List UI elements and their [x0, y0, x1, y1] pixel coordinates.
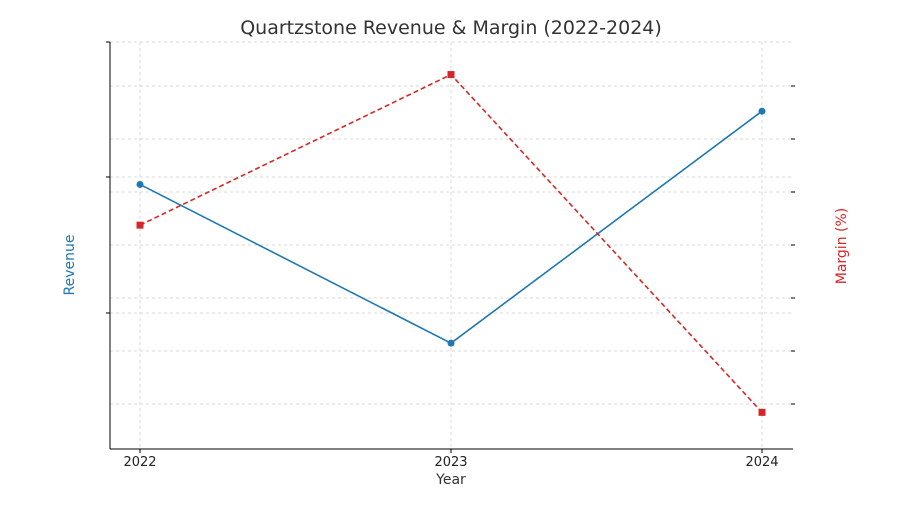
revenue-point — [136, 180, 144, 188]
y-axis-label-left: Revenue — [62, 235, 78, 296]
revenue-point — [447, 339, 455, 347]
right-axis-ticks — [791, 85, 795, 405]
x-tick-label: 2022 — [123, 455, 156, 470]
grid — [110, 41, 793, 449]
margin-point — [447, 71, 455, 79]
revenue-series — [136, 107, 766, 347]
x-axis-label: Year — [435, 472, 466, 488]
margin-point — [758, 408, 766, 416]
margin-series — [136, 71, 766, 416]
x-axis-ticks: 2022 2023 2024 — [123, 449, 779, 470]
y-axis-label-right: Margin (%) — [834, 208, 850, 285]
series-layer — [136, 71, 766, 416]
chart-title: Quartzstone Revenue & Margin (2022-2024) — [240, 17, 662, 39]
left-axis-ticks — [106, 41, 110, 314]
margin-point — [136, 221, 144, 229]
x-tick-label: 2023 — [434, 455, 467, 470]
revenue-point — [758, 107, 766, 115]
x-tick-label: 2024 — [745, 455, 778, 470]
